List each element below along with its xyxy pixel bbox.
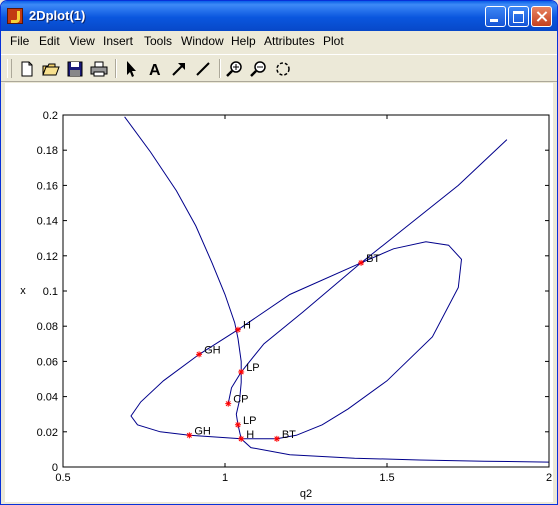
insert-line-icon[interactable] [193,59,213,79]
menu-help[interactable]: Help [231,34,256,48]
y-tick-label: 0.04 [37,392,58,404]
bifurcation-marker[interactable] [234,326,241,333]
y-tick-label: 0.12 [37,251,58,263]
zoom-in-icon[interactable] [225,59,245,79]
x-axis-label: q2 [300,488,312,500]
open-file-icon[interactable] [41,59,61,79]
menu-insert[interactable]: Insert [103,34,134,48]
toolbar-separator [219,59,221,78]
y-tick-label: 0.18 [37,145,58,157]
print-icon[interactable] [89,59,109,79]
menu-bar: File Edit View Insert Tools Window Help … [1,32,557,52]
rotate-icon[interactable] [273,59,293,79]
bifurcation-marker[interactable] [196,351,203,358]
bifurcation-label: GH [194,425,211,437]
menu-window[interactable]: Window [181,34,224,48]
insert-text-icon[interactable]: A [145,59,165,79]
zoom-out-icon[interactable] [249,59,269,79]
y-tick-label: 0.14 [37,216,58,228]
y-tick-label: 0 [52,462,58,474]
bifurcation-marker[interactable] [358,259,365,266]
svg-text:A: A [149,62,161,79]
bifurcation-label: BT [282,429,296,441]
y-tick-label: 0.08 [37,321,58,333]
menu-attributes[interactable]: Attributes [264,34,315,48]
x-tick-label: 1 [222,472,228,484]
bifurcation-marker[interactable] [238,368,245,375]
series-curve-1 [124,116,550,463]
bifurcation-label: LP [243,415,256,427]
menu-file[interactable]: File [10,34,30,48]
y-tick-label: 0.16 [37,180,58,192]
x-tick-label: 0.5 [55,472,70,484]
bifurcation-marker[interactable] [186,432,193,439]
window-title: 2Dplot(1) [29,8,86,23]
x-tick-label: 2 [546,472,552,484]
maximize-button[interactable] [508,6,529,27]
y-tick-label: 0.06 [37,356,58,368]
menu-view[interactable]: View [69,34,95,48]
toolbar-separator [115,59,117,78]
pointer-icon[interactable] [121,59,141,79]
plot-area[interactable]: 0.5 1 1.5 2 0 0.02 0.04 0.06 0.08 0.1 0.12 0.14 0.16… [5,83,553,502]
insert-arrow-icon[interactable] [169,59,189,79]
bifurcation-label: LP [246,362,259,374]
menu-plot[interactable]: Plot [323,34,344,48]
save-icon[interactable] [65,59,85,79]
minimize-button[interactable] [485,6,506,27]
menu-tools[interactable]: Tools [144,34,173,48]
series-curve-2 [130,241,463,440]
figure-toolbar: A [1,54,557,82]
toolbar-grip[interactable] [7,59,12,78]
bifurcation-label: BT [366,253,380,265]
axes-box [62,114,550,468]
bifurcation-marker[interactable] [234,421,241,428]
y-tick-label: 0.1 [43,286,58,298]
bifurcation-marker[interactable] [225,400,232,407]
bifurcation-label: CP [233,394,248,406]
matlab-app-icon[interactable] [7,8,23,24]
close-button[interactable] [531,6,552,27]
bifurcation-label: H [246,429,254,441]
bifurcation-marker[interactable] [273,435,280,442]
bifurcation-label: GH [204,344,221,356]
y-tick-label: 0.02 [37,427,58,439]
bifurcation-label: H [243,320,251,332]
new-figure-icon[interactable] [17,59,37,79]
y-axis-label: x [20,285,26,297]
title-bar[interactable]: 2Dplot(1) [1,1,557,31]
x-tick-label: 1.5 [379,472,394,484]
series-curve-3 [227,139,508,404]
bifurcation-marker[interactable] [238,435,245,442]
y-tick-label: 0.2 [43,110,58,122]
menu-edit[interactable]: Edit [39,34,60,48]
bifurcation-plot[interactable]: 0.5 1 1.5 2 0 0.02 0.04 0.06 0.08 0.1 0.12 0.14 0.16… [5,83,553,502]
